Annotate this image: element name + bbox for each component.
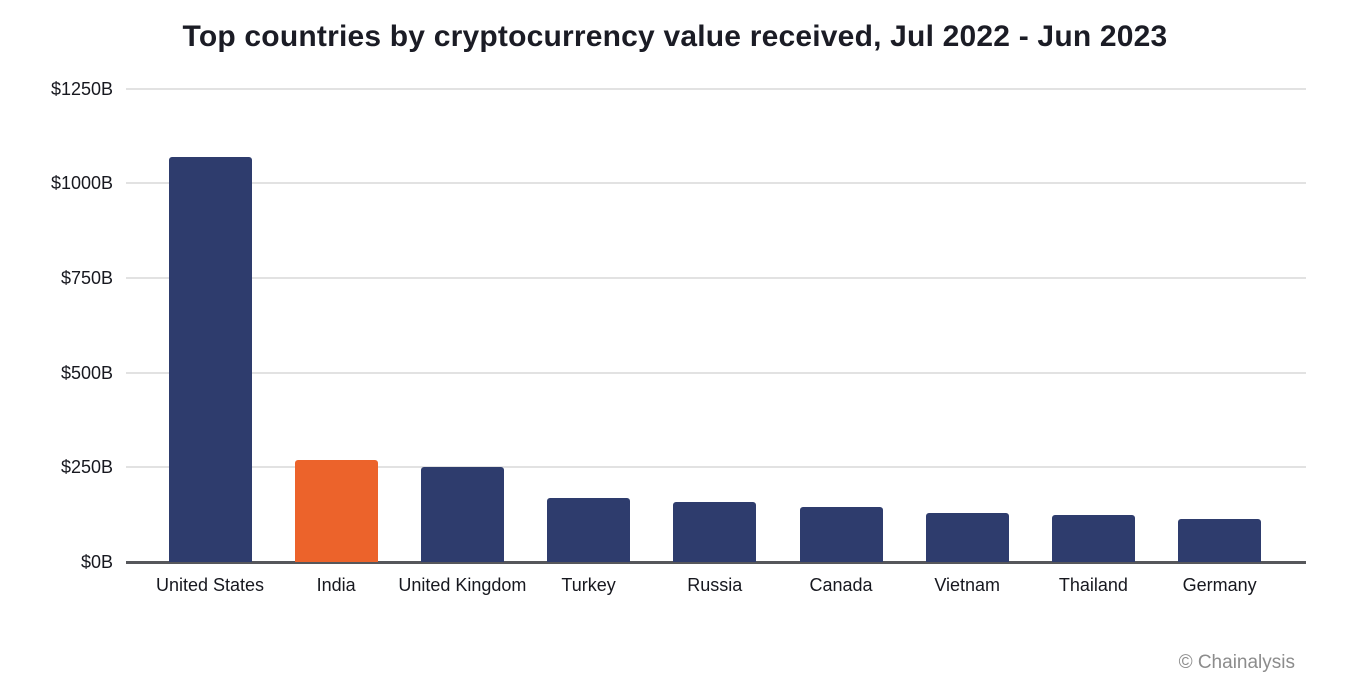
bar-russia [673,502,757,562]
y-tick-label: $1250B [50,78,113,99]
x-label-united-kingdom: United Kingdom [398,575,527,595]
bar-thailand [1051,515,1135,562]
y-tick-label: $0B [80,552,113,572]
x-axis-line [126,560,1306,564]
gridline [126,87,1306,90]
bar-united-kingdom [420,467,504,562]
y-tick-label: $500B [60,362,113,383]
x-label-united-states: United States [155,575,265,595]
gridline [126,466,1306,469]
x-label-india: India [316,575,356,595]
gridline [126,276,1306,279]
bar-canada [799,506,883,562]
x-label-germany: Germany [1182,575,1257,595]
chainalysis-credit: © Chainalysis [1178,652,1295,673]
bar-united-states [168,156,252,562]
gridline [126,182,1306,185]
bar-india [294,460,378,562]
x-label-russia: Russia [687,575,743,595]
bar-vietnam [925,512,1009,562]
gridline [126,371,1306,374]
x-label-vietnam: Vietnam [934,575,1001,595]
chart-title: Top countries by cryptocurrency value re… [182,20,1168,53]
bar-turkey [547,497,631,562]
x-label-canada: Canada [809,575,873,595]
y-tick-label: $1000B [50,173,113,194]
y-tick-label: $250B [60,457,113,478]
x-label-turkey: Turkey [561,575,616,595]
bar-germany [1178,518,1262,562]
y-tick-label: $750B [60,267,113,288]
x-label-thailand: Thailand [1058,575,1128,595]
